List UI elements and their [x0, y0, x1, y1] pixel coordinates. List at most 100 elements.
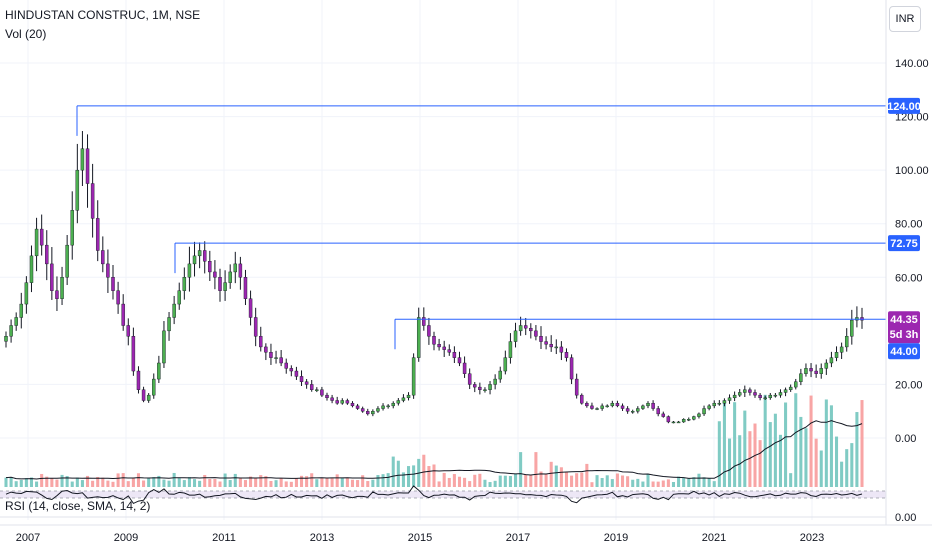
candle-body: [534, 330, 538, 337]
volume-bar: [447, 477, 451, 487]
candle-body: [697, 413, 701, 417]
volume-bar: [238, 477, 242, 487]
volume-bar: [85, 475, 90, 487]
volume-bar: [162, 479, 166, 487]
price-axis[interactable]: 140.00 120.00 100.00 80.00 60.00 20.00 0.00 0.0…: [885, 0, 929, 525]
candle-body: [121, 303, 125, 326]
time-axis[interactable]: 2007 2009 2011 2013 2015 2017 2019 2021 2023: [0, 524, 932, 544]
volume-bar: [213, 478, 217, 487]
volume-bar: [539, 471, 543, 487]
volume-bar: [819, 450, 823, 487]
candle-body: [213, 271, 217, 278]
candle-body: [646, 402, 650, 407]
volume-bar: [310, 473, 314, 487]
volume-bar: [142, 480, 146, 487]
volume-bar: [768, 422, 772, 487]
volume-bar: [345, 478, 349, 487]
candle-body: [585, 402, 589, 407]
candle-body: [850, 319, 854, 337]
candle-body: [116, 290, 120, 305]
volume-bar: [96, 476, 100, 487]
price-tick-label: 140.00: [895, 58, 929, 70]
volume-bar: [468, 481, 472, 487]
candle-body: [50, 263, 54, 291]
volume-bar: [427, 466, 431, 487]
volume-bar: [473, 474, 477, 487]
candle-body: [345, 400, 350, 404]
horizontal-lines[interactable]: [76, 105, 886, 350]
candle-body: [600, 405, 604, 409]
volume-bar: [524, 474, 528, 487]
volume-bar: [580, 472, 584, 487]
volume-bar: [860, 400, 864, 487]
candle-body: [656, 408, 660, 415]
volume-bar: [804, 428, 808, 487]
candle-body: [411, 357, 416, 396]
volume-bar: [824, 399, 828, 487]
candle-body: [401, 397, 406, 401]
candle-body: [620, 405, 625, 409]
volume-bar: [361, 475, 365, 487]
volume-bar: [50, 478, 54, 487]
candle-body: [29, 255, 34, 283]
price-badges: 124.00 72.75 44.35 5d 3h 44.00: [887, 97, 921, 360]
svg-text:124.00: 124.00: [887, 101, 921, 113]
volume-bar: [14, 481, 18, 487]
volume-bar: [722, 400, 726, 487]
volume-bar: [391, 456, 395, 487]
price-candles: [4, 131, 864, 424]
volume-bar: [432, 464, 436, 487]
candle-body: [483, 389, 487, 391]
volume-bar: [738, 435, 742, 487]
volume-bar: [279, 478, 283, 487]
candle-body: [386, 405, 390, 408]
volume-bar: [513, 474, 518, 487]
candle-body: [671, 421, 676, 424]
volume-bar: [116, 473, 120, 487]
volume-bar: [666, 479, 670, 487]
candle-body: [442, 346, 446, 350]
candle-body: [152, 378, 156, 396]
time-tick-label: 2021: [702, 532, 726, 544]
candle-body: [396, 400, 401, 404]
candle-body: [788, 386, 793, 390]
candle-body: [136, 370, 141, 390]
candle-body: [595, 408, 599, 410]
candle-body: [743, 389, 747, 393]
volume-bar: [687, 478, 691, 487]
volume-bar: [478, 473, 482, 487]
volume-bar: [794, 393, 798, 487]
volume-bar: [855, 412, 859, 487]
candle-body: [834, 352, 839, 358]
volume-bar: [554, 465, 558, 487]
volume-bar: [437, 481, 441, 487]
candle-body: [187, 263, 192, 278]
volume-bar: [101, 477, 105, 487]
price-tick-label: 80.00: [895, 219, 923, 231]
candle-body: [630, 411, 635, 413]
price-level-badge: 72.75: [888, 235, 920, 252]
candle-body: [371, 411, 375, 415]
volume-bar: [259, 475, 263, 487]
svg-text:72.75: 72.75: [890, 238, 918, 250]
candle-body: [554, 346, 559, 349]
candle-body: [712, 402, 716, 407]
candle-body: [406, 394, 411, 399]
candle-body: [681, 419, 686, 423]
candle-body: [238, 263, 243, 278]
candle-body: [473, 384, 477, 388]
volume-bar: [773, 413, 777, 487]
candle-body: [228, 271, 232, 283]
candle-body: [360, 408, 365, 412]
volume-bar: [529, 475, 533, 487]
rsi-legend: RSI (14, close, SMA, 14, 2): [5, 499, 151, 513]
currency-selector[interactable]: INR: [889, 6, 921, 32]
candle-body: [284, 362, 288, 369]
volume-bar: [340, 478, 344, 487]
volume-bar: [498, 475, 502, 487]
candle-body: [590, 405, 594, 409]
volume-bar: [106, 480, 110, 487]
volume-bar: [45, 476, 49, 487]
candle-body: [309, 384, 314, 390]
